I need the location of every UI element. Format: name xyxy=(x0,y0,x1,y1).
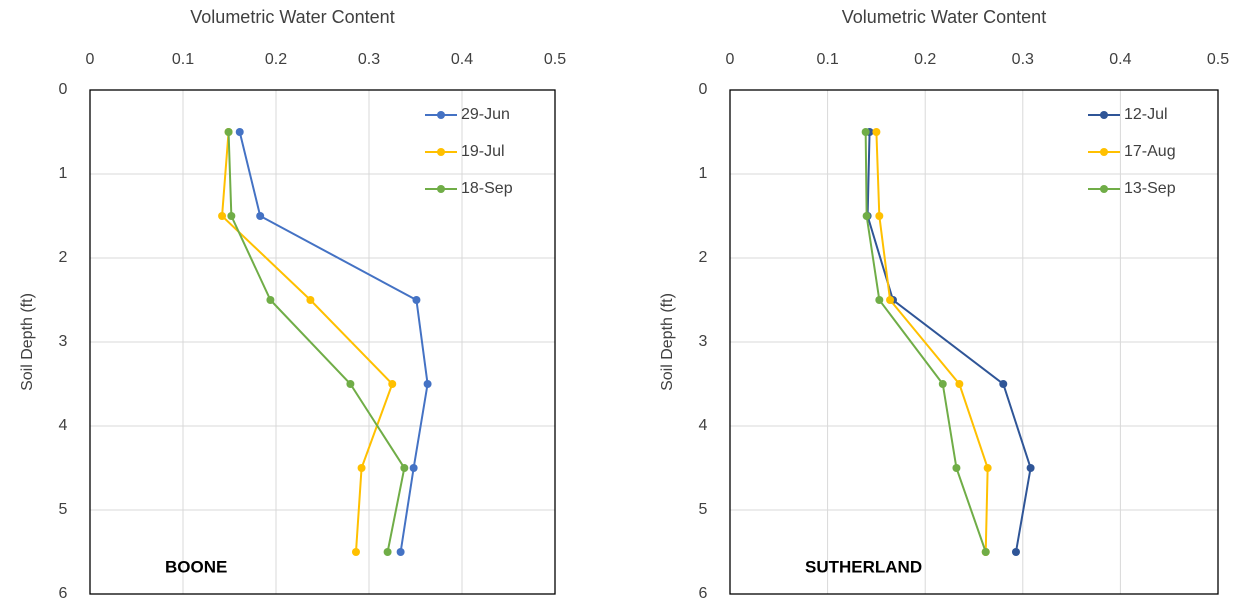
data-point xyxy=(952,464,961,472)
y-tick-label: 0 xyxy=(59,81,68,98)
y-tick-label: 3 xyxy=(699,333,708,350)
data-point xyxy=(256,212,265,220)
data-point xyxy=(235,128,244,136)
x-tick-label: 0 xyxy=(726,51,735,68)
data-point xyxy=(999,380,1008,388)
data-point xyxy=(875,212,884,220)
y-tick-label: 2 xyxy=(699,249,708,266)
y-tick-label: 3 xyxy=(59,333,68,350)
series-line xyxy=(864,131,987,553)
chart-panel: 0 0.1 0.2 0.3 0.4 0.5 0 1 2 3 4 5 6 Volumetric Water … xyxy=(19,7,566,601)
x-tick-label: 0.2 xyxy=(265,51,287,68)
series-line xyxy=(227,131,406,553)
x-tick-label: 0.4 xyxy=(1109,51,1131,68)
data-point xyxy=(981,548,990,556)
series-line xyxy=(875,131,989,553)
y-tick-label: 5 xyxy=(699,501,708,518)
legend-label: 29-Jun xyxy=(461,106,510,123)
data-point xyxy=(357,464,366,472)
y-axis-label: Soil Depth (ft) xyxy=(659,293,676,391)
y-tick-label: 5 xyxy=(59,501,68,518)
data-point xyxy=(1026,464,1035,472)
data-point xyxy=(412,296,421,304)
plot-frame xyxy=(89,89,556,595)
legend-marker xyxy=(437,148,445,156)
data-point xyxy=(409,464,418,472)
chart-panel: 0 0.1 0.2 0.3 0.4 0.5 0 1 2 3 4 5 6 Volumetric Water … xyxy=(659,7,1229,601)
data-point xyxy=(224,128,233,136)
y-axis-label: Soil Depth (ft) xyxy=(19,293,36,391)
y-tick-label: 4 xyxy=(699,417,708,434)
data-point xyxy=(872,128,881,136)
annotation: BOONE xyxy=(165,557,227,576)
data-point xyxy=(983,464,992,472)
series-line xyxy=(866,131,1032,553)
data-point xyxy=(938,380,947,388)
axis-title: Volumetric Water Content xyxy=(190,7,394,27)
y-tick-label: 2 xyxy=(59,249,68,266)
axis-title: Volumetric Water Content xyxy=(842,7,1046,27)
y-tick-label: 0 xyxy=(699,81,708,98)
plot-frame xyxy=(729,89,1219,595)
y-tick-label: 6 xyxy=(699,585,708,601)
legend-marker xyxy=(437,185,445,193)
annotation: SUTHERLAND xyxy=(805,557,922,576)
legend-marker xyxy=(1100,111,1108,119)
y-tick-label: 1 xyxy=(59,165,68,182)
legend-label: 18-Sep xyxy=(461,180,513,197)
data-point xyxy=(875,296,884,304)
data-point xyxy=(955,380,964,388)
data-point xyxy=(388,380,397,388)
x-tick-label: 0.5 xyxy=(544,51,566,68)
data-point xyxy=(306,296,315,304)
legend-marker xyxy=(1100,148,1108,156)
series-line xyxy=(238,131,429,553)
data-point xyxy=(266,296,275,304)
x-tick-label: 0.1 xyxy=(816,51,838,68)
data-point xyxy=(886,296,895,304)
series-line xyxy=(221,131,394,553)
x-tick-label: 0 xyxy=(86,51,95,68)
data-point xyxy=(861,128,870,136)
y-tick-label: 4 xyxy=(59,417,68,434)
y-tick-label: 1 xyxy=(699,165,708,182)
y-tick-label: 6 xyxy=(59,585,68,601)
data-point xyxy=(218,212,227,220)
data-point xyxy=(1011,548,1020,556)
data-point xyxy=(351,548,360,556)
x-tick-label: 0.5 xyxy=(1207,51,1229,68)
data-point xyxy=(423,380,432,388)
x-tick-label: 0.3 xyxy=(358,51,380,68)
x-tick-label: 0.2 xyxy=(914,51,936,68)
data-point xyxy=(396,548,405,556)
legend-label: 17-Aug xyxy=(1124,143,1176,160)
legend-label: 13-Sep xyxy=(1124,180,1176,197)
data-point xyxy=(400,464,409,472)
x-tick-label: 0.3 xyxy=(1012,51,1034,68)
legend-marker xyxy=(437,111,445,119)
data-point xyxy=(862,212,871,220)
data-point xyxy=(383,548,392,556)
legend-label: 19-Jul xyxy=(461,143,505,160)
x-tick-label: 0.1 xyxy=(172,51,194,68)
x-tick-label: 0.4 xyxy=(451,51,473,68)
data-point xyxy=(227,212,236,220)
legend-marker xyxy=(1100,185,1108,193)
data-point xyxy=(346,380,355,388)
legend-label: 12-Jul xyxy=(1124,106,1168,123)
